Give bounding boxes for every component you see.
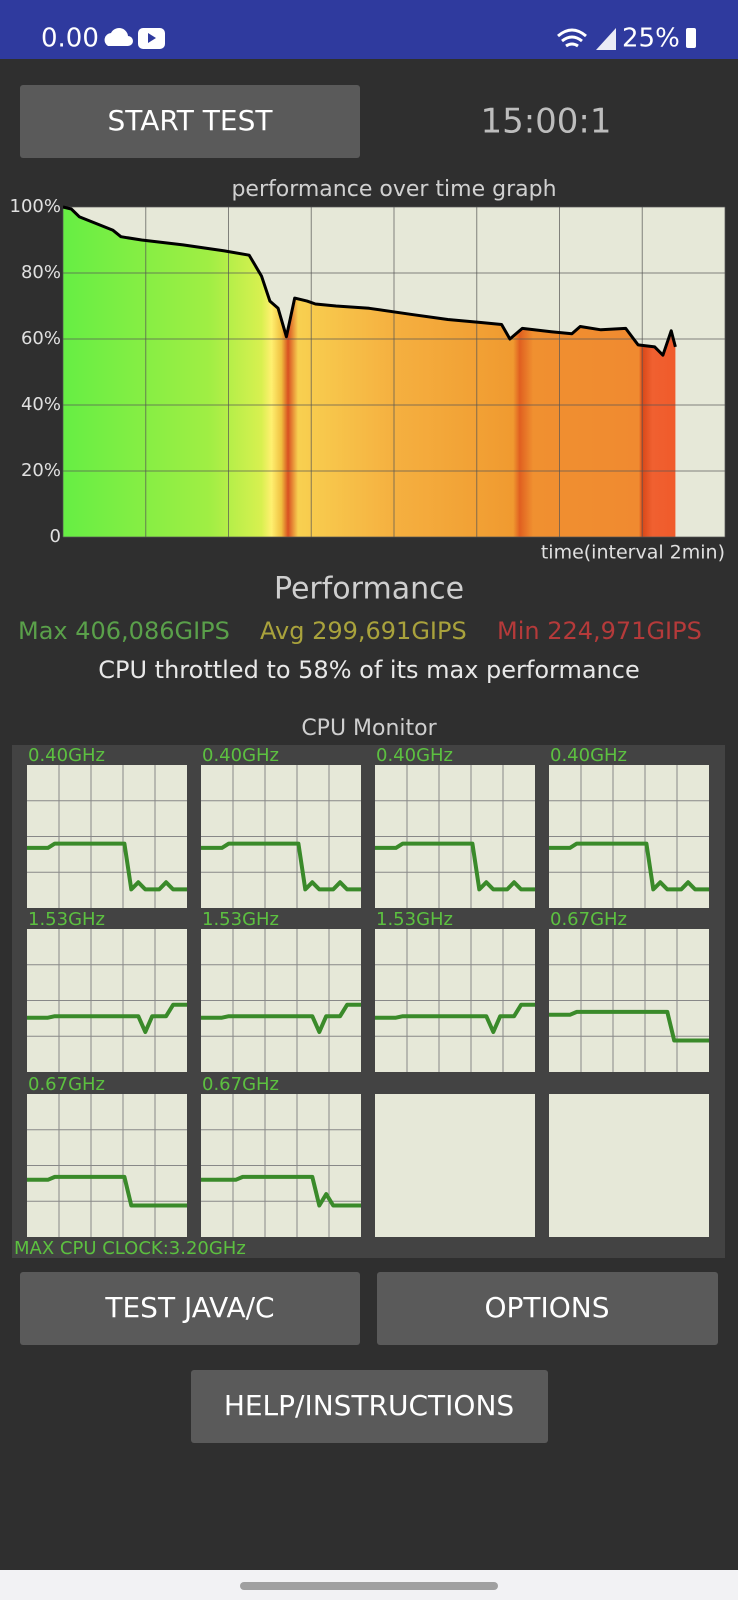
y-tick-label: 80%: [21, 262, 61, 283]
core-trace: [27, 1174, 187, 1208]
performance-line: [62, 205, 677, 357]
core-frequency: 0.40GHz: [550, 745, 627, 766]
signal-icon: [596, 28, 616, 50]
help-button-label[interactable]: HELP/INSTRUCTIONS: [224, 1389, 514, 1422]
options-button[interactable]: OPTIONS: [377, 1272, 718, 1345]
test-button-label[interactable]: TEST JAVA/C: [104, 1291, 274, 1324]
min-performance: Min 224,971GIPS: [497, 617, 702, 645]
core-trace: [549, 841, 709, 892]
y-tick-label: 60%: [21, 328, 61, 349]
max-cpu-clock: MAX CPU CLOCK:3.20GHz: [14, 1238, 246, 1259]
x-axis-label: time(interval 2min): [541, 542, 725, 564]
core-graph-bg: [549, 1094, 709, 1237]
y-tick-label: 100%: [10, 196, 61, 217]
core-frequency: 0.67GHz: [202, 1074, 279, 1095]
home-handle[interactable]: [240, 1582, 498, 1590]
cpu-cores: 0.40GHz 0.40GHz 0.40GHz 0.40GHz 1.53GHz 1.53G…: [27, 745, 709, 1237]
throttle-summary: CPU throttled to 58% of its max performa…: [98, 656, 639, 684]
performance-heading: Performance: [274, 572, 464, 607]
start-button-label[interactable]: START TEST: [108, 104, 274, 137]
help-button-bg[interactable]: [191, 1370, 548, 1443]
core-frequency: 0.40GHz: [202, 745, 279, 766]
help-button[interactable]: HELP/INSTRUCTIONS: [191, 1370, 548, 1443]
cloud-icon: [104, 28, 133, 46]
core-frequency: 1.53GHz: [376, 909, 453, 930]
test-button[interactable]: TEST JAVA/C: [20, 1272, 360, 1345]
cpu-monitor-title: CPU Monitor: [301, 716, 437, 741]
y-tick-label: 20%: [21, 460, 61, 481]
test-button-bg[interactable]: [20, 1272, 360, 1345]
core-frequency: 0.40GHz: [28, 745, 105, 766]
core-frequency: 0.40GHz: [376, 745, 453, 766]
core-graph-bg: [375, 1094, 535, 1237]
wifi-icon: [557, 28, 587, 48]
core-frequency: 0.67GHz: [28, 1074, 105, 1095]
core-frequency: 1.53GHz: [202, 909, 279, 930]
timer: 15:00:1: [480, 102, 611, 142]
core-trace: [549, 1009, 709, 1043]
core-frequency: 1.53GHz: [28, 909, 105, 930]
core-trace: [375, 1002, 535, 1034]
core-frequency: 0.67GHz: [550, 909, 627, 930]
options-button-label[interactable]: OPTIONS: [484, 1291, 609, 1324]
graph-title: performance over time graph: [231, 177, 556, 202]
start-button[interactable]: START TEST: [20, 85, 360, 158]
plot: 0 20% 40% 60% 80% 100%: [10, 196, 726, 547]
core-trace: [201, 1002, 361, 1034]
y-tick-label: 40%: [21, 394, 61, 415]
youtube-play: [148, 33, 156, 43]
avg-performance: Avg 299,691GIPS: [260, 617, 467, 645]
battery-text: 25%: [622, 24, 680, 54]
options-button-bg[interactable]: [377, 1272, 718, 1345]
battery-icon: [686, 28, 696, 48]
max-performance: Max 406,086GIPS: [18, 617, 230, 645]
area-fill: [63, 207, 676, 537]
start-button-bg[interactable]: [20, 85, 360, 158]
status-time: 0.00: [41, 24, 99, 54]
core-trace: [27, 1002, 187, 1034]
core-trace: [201, 841, 361, 892]
core-trace: [375, 841, 535, 892]
core-trace: [201, 1174, 361, 1208]
core-trace: [27, 841, 187, 892]
y-tick-label: 0: [50, 526, 61, 547]
